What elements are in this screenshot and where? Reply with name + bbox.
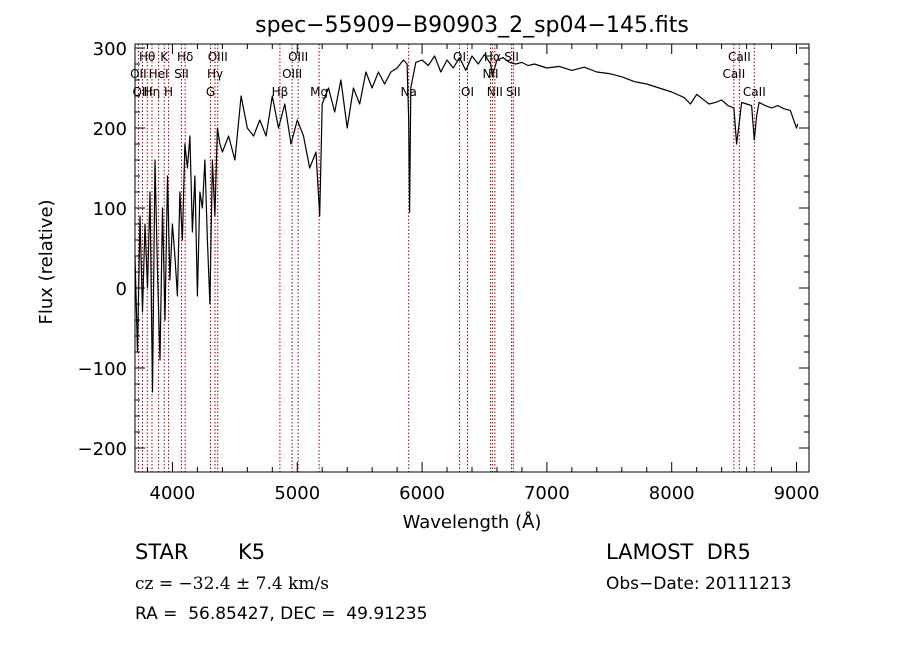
line-marker-label: NII bbox=[482, 67, 498, 81]
line-marker-label: G bbox=[206, 85, 215, 99]
line-marker-label: OI bbox=[461, 85, 474, 99]
y-tick-label: 100 bbox=[93, 199, 127, 220]
y-tick-label: −200 bbox=[78, 439, 127, 460]
x-axis-ticks: 4000 5000 6000 7000 8000 9000 bbox=[146, 44, 820, 504]
spectrum-series bbox=[134, 53, 799, 393]
spectrum-line bbox=[134, 53, 799, 393]
line-marker-label: Hδ bbox=[177, 50, 193, 64]
x-tick-label: 8000 bbox=[649, 483, 695, 504]
y-tick-label: 300 bbox=[93, 39, 127, 60]
plot-frame bbox=[134, 43, 810, 473]
y-tick-label: −100 bbox=[78, 359, 127, 380]
x-tick-label: 5000 bbox=[274, 483, 320, 504]
line-marker-label: Hη bbox=[144, 85, 161, 99]
chart-title: spec−55909−B90903_2_sp04−145.fits bbox=[255, 13, 689, 38]
y-axis-label: Flux (relative) bbox=[36, 199, 57, 324]
coordinates: RA = 56.85427, DEC = 49.91235 bbox=[135, 604, 428, 624]
line-marker-label: NII bbox=[487, 85, 503, 99]
x-tick-label: 9000 bbox=[774, 483, 820, 504]
line-marker-label: SII bbox=[504, 50, 519, 64]
object-class: STAR bbox=[135, 540, 189, 564]
y-tick-label: 0 bbox=[116, 279, 127, 300]
line-marker-label: SII bbox=[174, 67, 189, 81]
x-tick-label: 7000 bbox=[524, 483, 570, 504]
radial-velocity: cz = −32.4 ± 7.4 km/s bbox=[135, 574, 329, 594]
observation-date: Obs−Date: 20111213 bbox=[606, 574, 792, 594]
x-axis-label: Wavelength (Å) bbox=[403, 511, 542, 533]
line-marker-label: CaII bbox=[728, 50, 751, 64]
line-marker-label: Hγ bbox=[207, 67, 223, 81]
line-marker-label: OIII bbox=[282, 67, 302, 81]
line-marker-label: SII bbox=[506, 85, 521, 99]
object-subclass: K5 bbox=[238, 540, 266, 564]
line-marker-label: Na bbox=[401, 85, 417, 99]
line-marker-label: Mg bbox=[310, 85, 328, 99]
x-tick-label: 6000 bbox=[399, 483, 445, 504]
line-marker-label: OII bbox=[130, 67, 147, 81]
survey-name: LAMOST DR5 bbox=[606, 540, 751, 564]
line-marker-label: Hθ bbox=[139, 50, 155, 64]
line-marker-label: OIII bbox=[288, 50, 308, 64]
line-marker-label: OI bbox=[453, 50, 466, 64]
line-marker-label: H bbox=[164, 85, 173, 99]
line-marker-label: CaII bbox=[743, 85, 766, 99]
line-marker-label: OIII bbox=[208, 50, 228, 64]
line-marker-label: K bbox=[160, 50, 169, 64]
x-tick-label: 4000 bbox=[150, 483, 196, 504]
line-marker-label: Hβ bbox=[272, 85, 289, 99]
line-marker-label: CaII bbox=[722, 67, 745, 81]
line-marker-label: HeI bbox=[149, 67, 169, 81]
y-tick-label: 200 bbox=[93, 119, 127, 140]
y-axis-ticks: −200 −100 0 100 200 300 bbox=[78, 39, 809, 460]
